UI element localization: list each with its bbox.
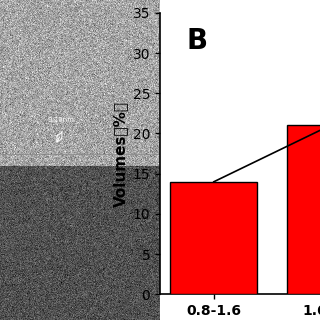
Text: 0.19nm: 0.19nm <box>47 116 74 123</box>
Bar <box>170 182 258 294</box>
Text: B: B <box>187 27 208 55</box>
Y-axis label: Volumes（%）: Volumes（%） <box>114 100 129 207</box>
Bar <box>286 125 320 294</box>
